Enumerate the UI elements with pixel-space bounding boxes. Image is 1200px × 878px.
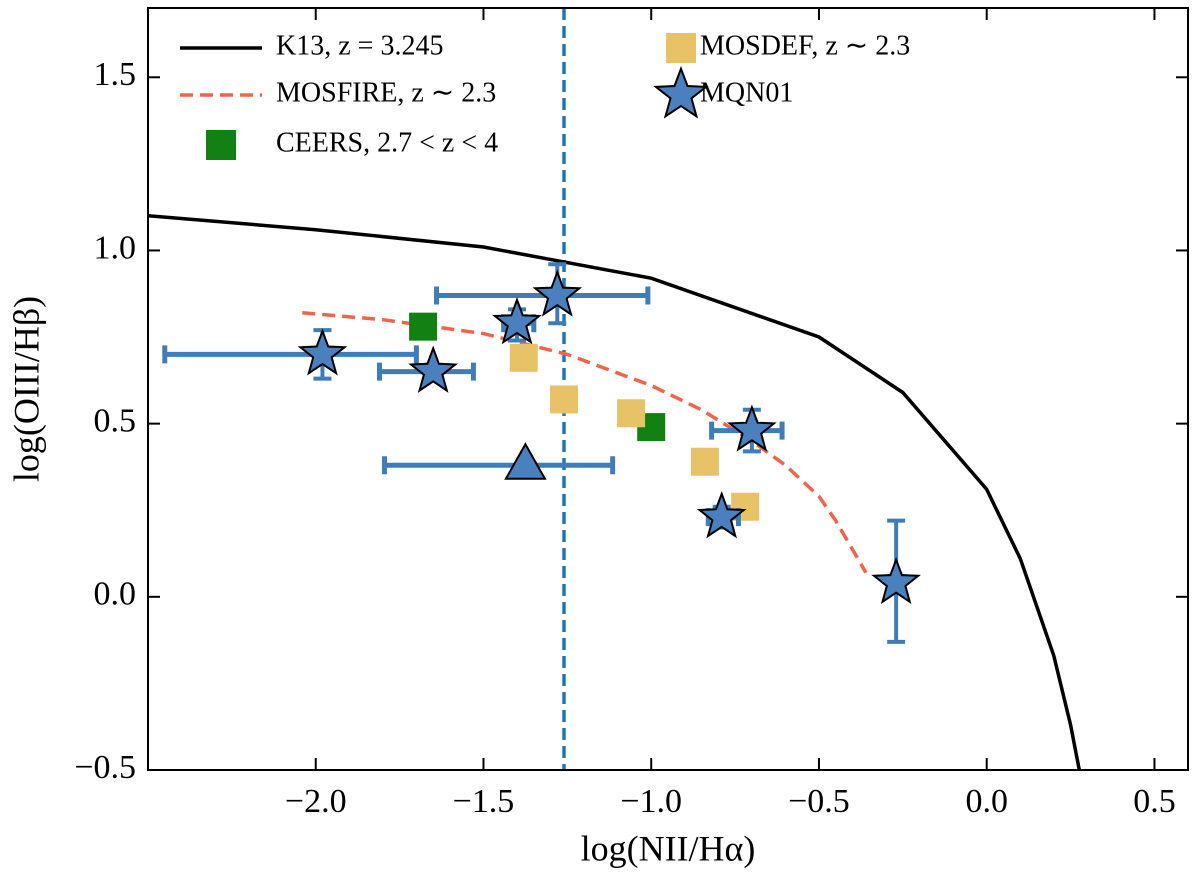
x-error-bar [382, 456, 616, 475]
legend-item: K13, z = 3.245 [180, 30, 443, 61]
y-tick-label: 0.5 [94, 402, 137, 439]
square-marker [666, 33, 696, 63]
square-marker [509, 343, 538, 372]
legend-label: K13, z = 3.245 [276, 30, 443, 61]
y-tick-label: 1.5 [94, 56, 137, 93]
x-tick-label: −0.5 [788, 783, 850, 820]
x-error-bar [434, 286, 651, 305]
x-error-bar [162, 345, 419, 364]
x-tick-label: 0.0 [965, 783, 1008, 820]
plot-area [148, 8, 1082, 770]
legend-item: MOSFIRE, z ∼ 2.3 [180, 77, 496, 108]
legend-label: MOSDEF, z ∼ 2.3 [700, 30, 910, 61]
legend-label: MOSFIRE, z ∼ 2.3 [276, 77, 496, 108]
curve [148, 214, 1082, 770]
curve [302, 311, 868, 574]
square-marker [409, 312, 438, 341]
legend-item: MQN01 [653, 65, 793, 119]
x-tick-label: 0.5 [1133, 783, 1176, 820]
star-marker [727, 404, 777, 452]
star-marker [532, 269, 583, 317]
legend-label: CEERS, 2.7 < z < 4 [276, 127, 498, 158]
y-tick-label: −0.5 [74, 749, 136, 786]
x-tick-label: −1.0 [620, 783, 682, 820]
square-marker [690, 447, 719, 476]
star-marker [492, 297, 542, 345]
star-marker [408, 345, 459, 393]
x-tick-label: −2.0 [285, 783, 347, 820]
y-axis-label: log(OIII/Hβ) [6, 296, 46, 482]
star-marker [653, 65, 709, 119]
x-axis-label: log(NII/Hα) [581, 828, 756, 868]
star-marker [871, 556, 921, 605]
x-tick-label: −1.5 [453, 783, 515, 820]
star-marker [297, 328, 348, 376]
legend-label: MQN01 [700, 77, 793, 108]
square-marker [617, 399, 646, 428]
y-tick-label: 0.0 [94, 576, 137, 613]
square-marker [550, 385, 578, 414]
square-marker [206, 130, 236, 160]
plot-frame [147, 7, 1189, 771]
legend-item: MOSDEF, z ∼ 2.3 [666, 30, 910, 63]
star-marker [696, 491, 747, 539]
triangle-marker [504, 442, 547, 480]
legend-item: CEERS, 2.7 < z < 4 [206, 127, 498, 160]
y-tick-label: 1.0 [94, 229, 137, 266]
